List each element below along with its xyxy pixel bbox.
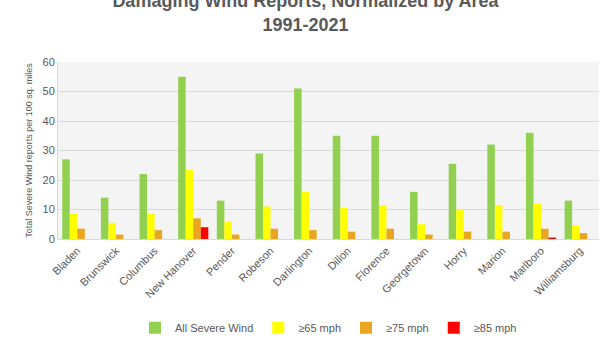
svg-text:≥65 mph: ≥65 mph xyxy=(298,322,341,334)
svg-text:0: 0 xyxy=(49,233,55,245)
svg-text:Horry: Horry xyxy=(442,244,470,272)
svg-text:Brunswick: Brunswick xyxy=(77,244,121,288)
svg-text:Robeson: Robeson xyxy=(236,245,276,285)
svg-text:Darlington: Darlington xyxy=(271,245,315,289)
svg-text:Pender: Pender xyxy=(204,244,238,278)
svg-text:Bladen: Bladen xyxy=(50,245,83,278)
svg-text:60: 60 xyxy=(43,56,55,68)
svg-text:Florence: Florence xyxy=(353,245,392,284)
svg-text:Georgetown: Georgetown xyxy=(380,245,431,296)
svg-text:Dillon: Dillon xyxy=(325,245,353,273)
svg-text:Total Severe Wind reports per: Total Severe Wind reports per 100 sq. mi… xyxy=(24,63,34,238)
svg-text:10: 10 xyxy=(43,203,55,215)
svg-text:50: 50 xyxy=(43,85,55,97)
svg-text:20: 20 xyxy=(43,174,55,186)
svg-text:≥85 mph: ≥85 mph xyxy=(474,322,517,334)
svg-text:Marion: Marion xyxy=(475,245,507,277)
svg-text:≥75 mph: ≥75 mph xyxy=(386,322,429,334)
svg-text:Marlboro: Marlboro xyxy=(507,245,546,284)
svg-text:Williamsburg: Williamsburg xyxy=(532,245,585,298)
svg-text:40: 40 xyxy=(43,115,55,127)
svg-text:New Hanover: New Hanover xyxy=(143,244,199,300)
svg-text:All Severe Wind: All Severe Wind xyxy=(175,322,253,334)
svg-text:Damaging Wind Reports, Normali: Damaging Wind Reports, Normalized by Are… xyxy=(112,0,499,35)
svg-text:Columbus: Columbus xyxy=(116,244,160,288)
svg-text:30: 30 xyxy=(43,144,55,156)
